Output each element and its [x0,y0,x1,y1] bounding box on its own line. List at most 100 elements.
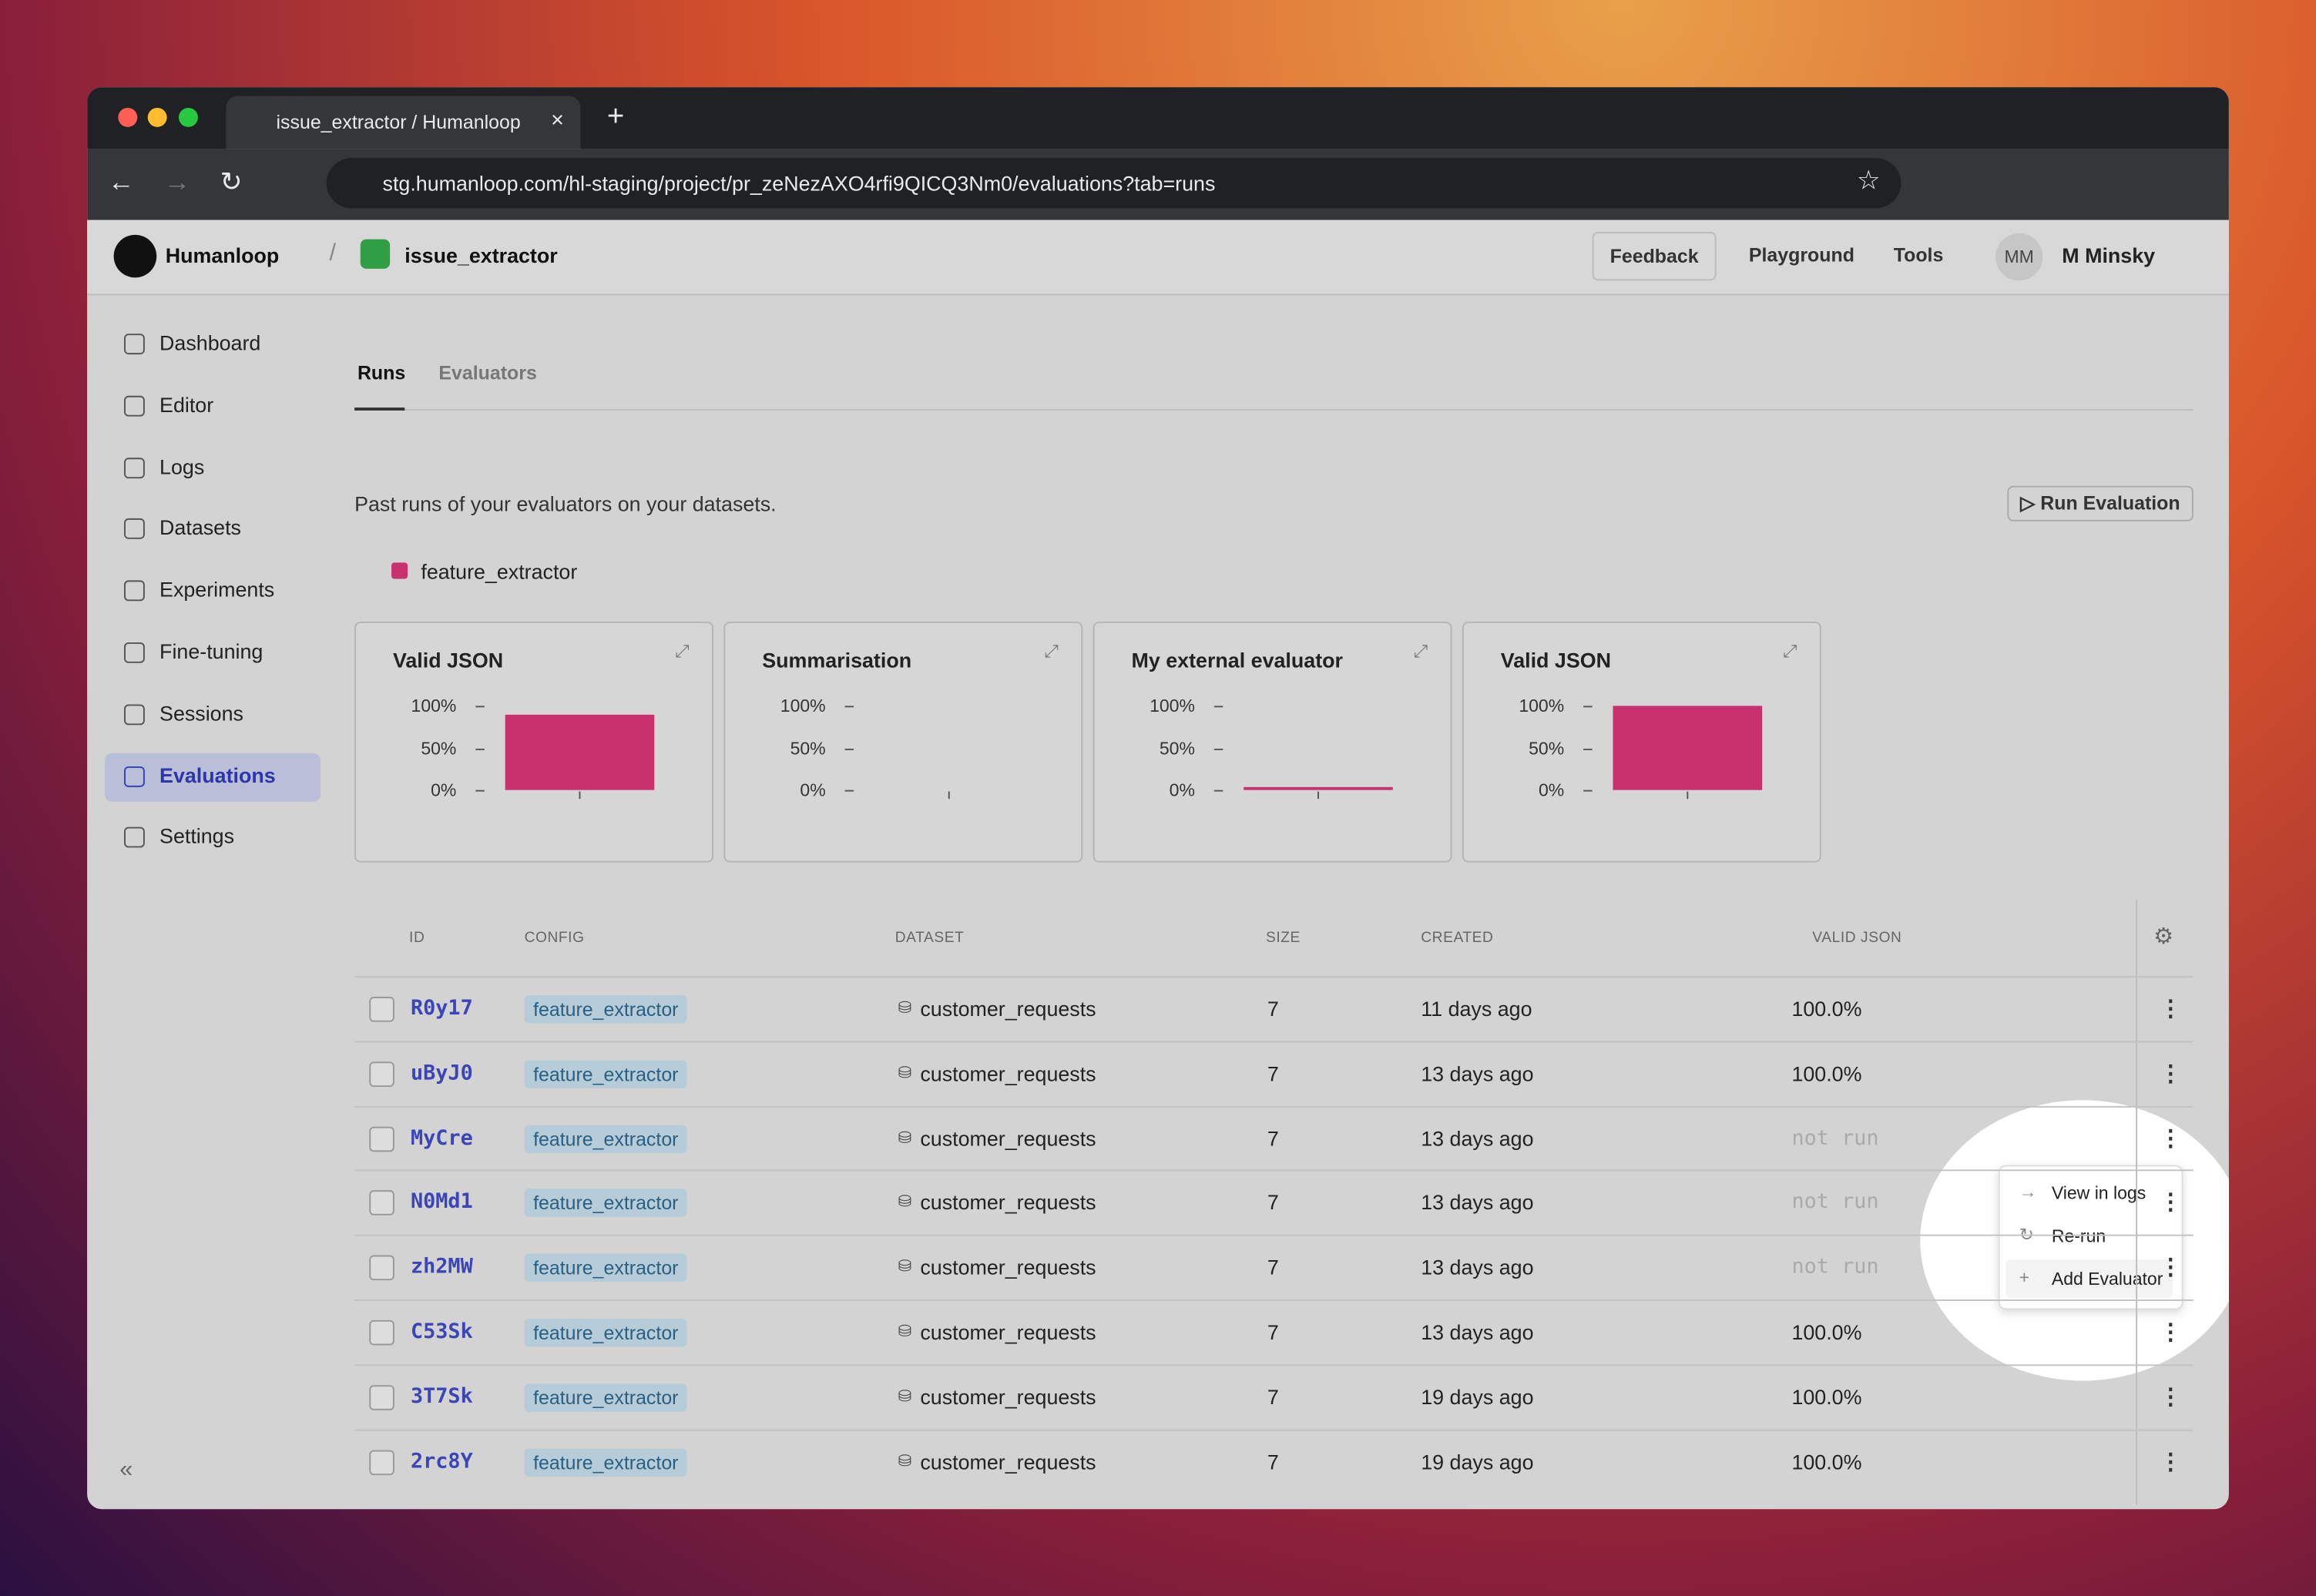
x-tick [1317,791,1319,800]
tab-item[interactable]: Evaluators [438,361,537,384]
tab-item[interactable]: Runs [357,361,406,384]
tab[interactable]: issue_extractor / Humanloop × [226,96,581,149]
run-id[interactable]: C53Sk [410,1319,473,1344]
reload[interactable]: ↻ [220,166,243,196]
address-bar[interactable]: stg.humanloop.com/hl-staging/project/pr_… [326,158,1901,209]
row-menu[interactable]: ⋮ [2159,1319,2182,1346]
config-badge[interactable]: feature_extractor [524,1253,687,1282]
y-tick-label: 50% [790,737,826,759]
expand-icon[interactable]: ⤢ [1782,641,1797,662]
valid-json: not run [1791,1255,1879,1279]
column-settings[interactable]: ⚙ [2153,924,2173,950]
y-tick-label: 50% [1159,737,1195,759]
dataset-icon: ⛁ [898,1128,912,1147]
menu-item[interactable]: + Add Evaluator [2006,1259,2173,1299]
config-badge[interactable]: feature_extractor [524,1383,687,1412]
valid-json: 100.0% [1791,1319,1862,1344]
column-header: CREATED [1421,930,1494,947]
sidebar-icon [124,334,145,355]
context-menu: → View in logs ↻ Re-run + Add Evaluator [1998,1165,2183,1310]
y-tick [1583,790,1593,792]
row-checkbox[interactable] [369,1190,394,1216]
row-menu[interactable]: ⋮ [2159,1384,2182,1410]
config-badge[interactable]: feature_extractor [524,1125,687,1153]
sidebar-item[interactable]: Experiments [159,577,275,602]
size: 7 [1267,1255,1279,1279]
config-badge[interactable]: feature_extractor [524,1447,687,1477]
sidebar-item[interactable]: Editor [159,392,214,417]
collapse-sidebar[interactable]: « [119,1457,133,1483]
run-id[interactable]: R0y17 [410,997,473,1021]
row-checkbox[interactable] [369,1061,394,1087]
row-checkbox[interactable] [369,1255,394,1281]
project-name[interactable]: issue_extractor [404,243,558,267]
size: 7 [1267,1125,1279,1150]
dataset: customer_requests [920,1061,1096,1085]
run-id[interactable]: uByJ0 [410,1061,473,1085]
back[interactable]: ← [107,166,135,196]
sidebar-item[interactable]: Datasets [159,515,241,540]
row-menu[interactable]: ⋮ [2159,1125,2182,1152]
expand-icon[interactable]: ⤢ [1413,641,1428,662]
sidebar-item[interactable]: Dashboard [159,330,261,355]
run-evaluation-button[interactable]: ▷ Run Evaluation [2007,485,2193,521]
run-id[interactable]: N0Md1 [410,1190,473,1215]
browser-window: issue_extractor / Humanloop × + ← → ↻ st… [87,87,2229,1510]
dataset-icon: ⛁ [898,1323,912,1341]
dataset-icon: ⛁ [898,999,912,1018]
row-checkbox[interactable] [369,997,394,1022]
config-badge[interactable]: feature_extractor [524,995,687,1024]
forward[interactable]: → [163,166,191,196]
y-tick [844,706,854,708]
valid-json: 100.0% [1791,997,1862,1021]
sidebar-item[interactable]: Logs [159,454,205,478]
run-evaluation-label: Run Evaluation [2040,491,2180,515]
row-checkbox[interactable] [369,1384,394,1410]
min-dot[interactable] [147,107,167,127]
new-tab[interactable]: + [606,100,625,133]
row-menu[interactable]: ⋮ [2159,1190,2182,1216]
sidebar-item[interactable]: Sessions [159,701,243,725]
config-badge[interactable]: feature_extractor [524,1189,687,1218]
row-checkbox[interactable] [369,1319,394,1346]
header-button[interactable]: Playground [1748,243,1854,267]
row-menu[interactable]: ⋮ [2159,1255,2182,1281]
row-checkbox[interactable] [369,1125,394,1152]
created: 19 days ago [1421,1384,1534,1409]
run-id[interactable]: 2rc8Y [410,1449,473,1474]
valid-json: not run [1791,1125,1879,1150]
y-tick-label: 100% [1519,695,1565,716]
x-tick [579,791,581,800]
sidebar-item[interactable]: Settings [159,824,235,849]
created: 13 days ago [1421,1125,1534,1150]
expand-icon[interactable]: ⤢ [675,641,690,662]
close-dot[interactable] [118,107,138,127]
menu-item[interactable]: → View in logs [2006,1174,2173,1212]
menu-icon: ↻ [2019,1224,2034,1246]
bookmark[interactable]: ☆ [1856,165,1881,196]
config-badge[interactable]: feature_extractor [524,1060,687,1088]
sidebar-item[interactable]: Fine-tuning [159,639,263,663]
expand-icon[interactable]: ⤢ [1044,641,1059,662]
sidebar-item[interactable]: Evaluations [159,763,276,787]
row-menu[interactable]: ⋮ [2159,1061,2182,1087]
run-id[interactable]: zh2MW [410,1255,473,1279]
tab-underline [354,407,405,411]
run-id[interactable]: MyCre [410,1125,473,1150]
header-button[interactable]: Tools [1893,243,1944,267]
tab-close[interactable]: × [551,107,564,133]
row-checkbox[interactable] [369,1449,394,1475]
legend-swatch [391,562,408,579]
y-tick [844,748,854,749]
max-dot[interactable] [178,107,198,127]
run-id[interactable]: 3T7Sk [410,1384,473,1409]
header-button[interactable]: Feedback [1592,231,1717,281]
avatar[interactable]: MM [1995,233,2043,281]
row-menu[interactable]: ⋮ [2159,997,2182,1022]
user-name[interactable]: M Minsky [2062,243,2156,267]
row-menu[interactable]: ⋮ [2159,1449,2182,1475]
org-name[interactable]: Humanloop [165,243,280,267]
y-tick [1583,748,1593,749]
menu-icon: → [2019,1181,2037,1202]
config-badge[interactable]: feature_extractor [524,1318,687,1347]
